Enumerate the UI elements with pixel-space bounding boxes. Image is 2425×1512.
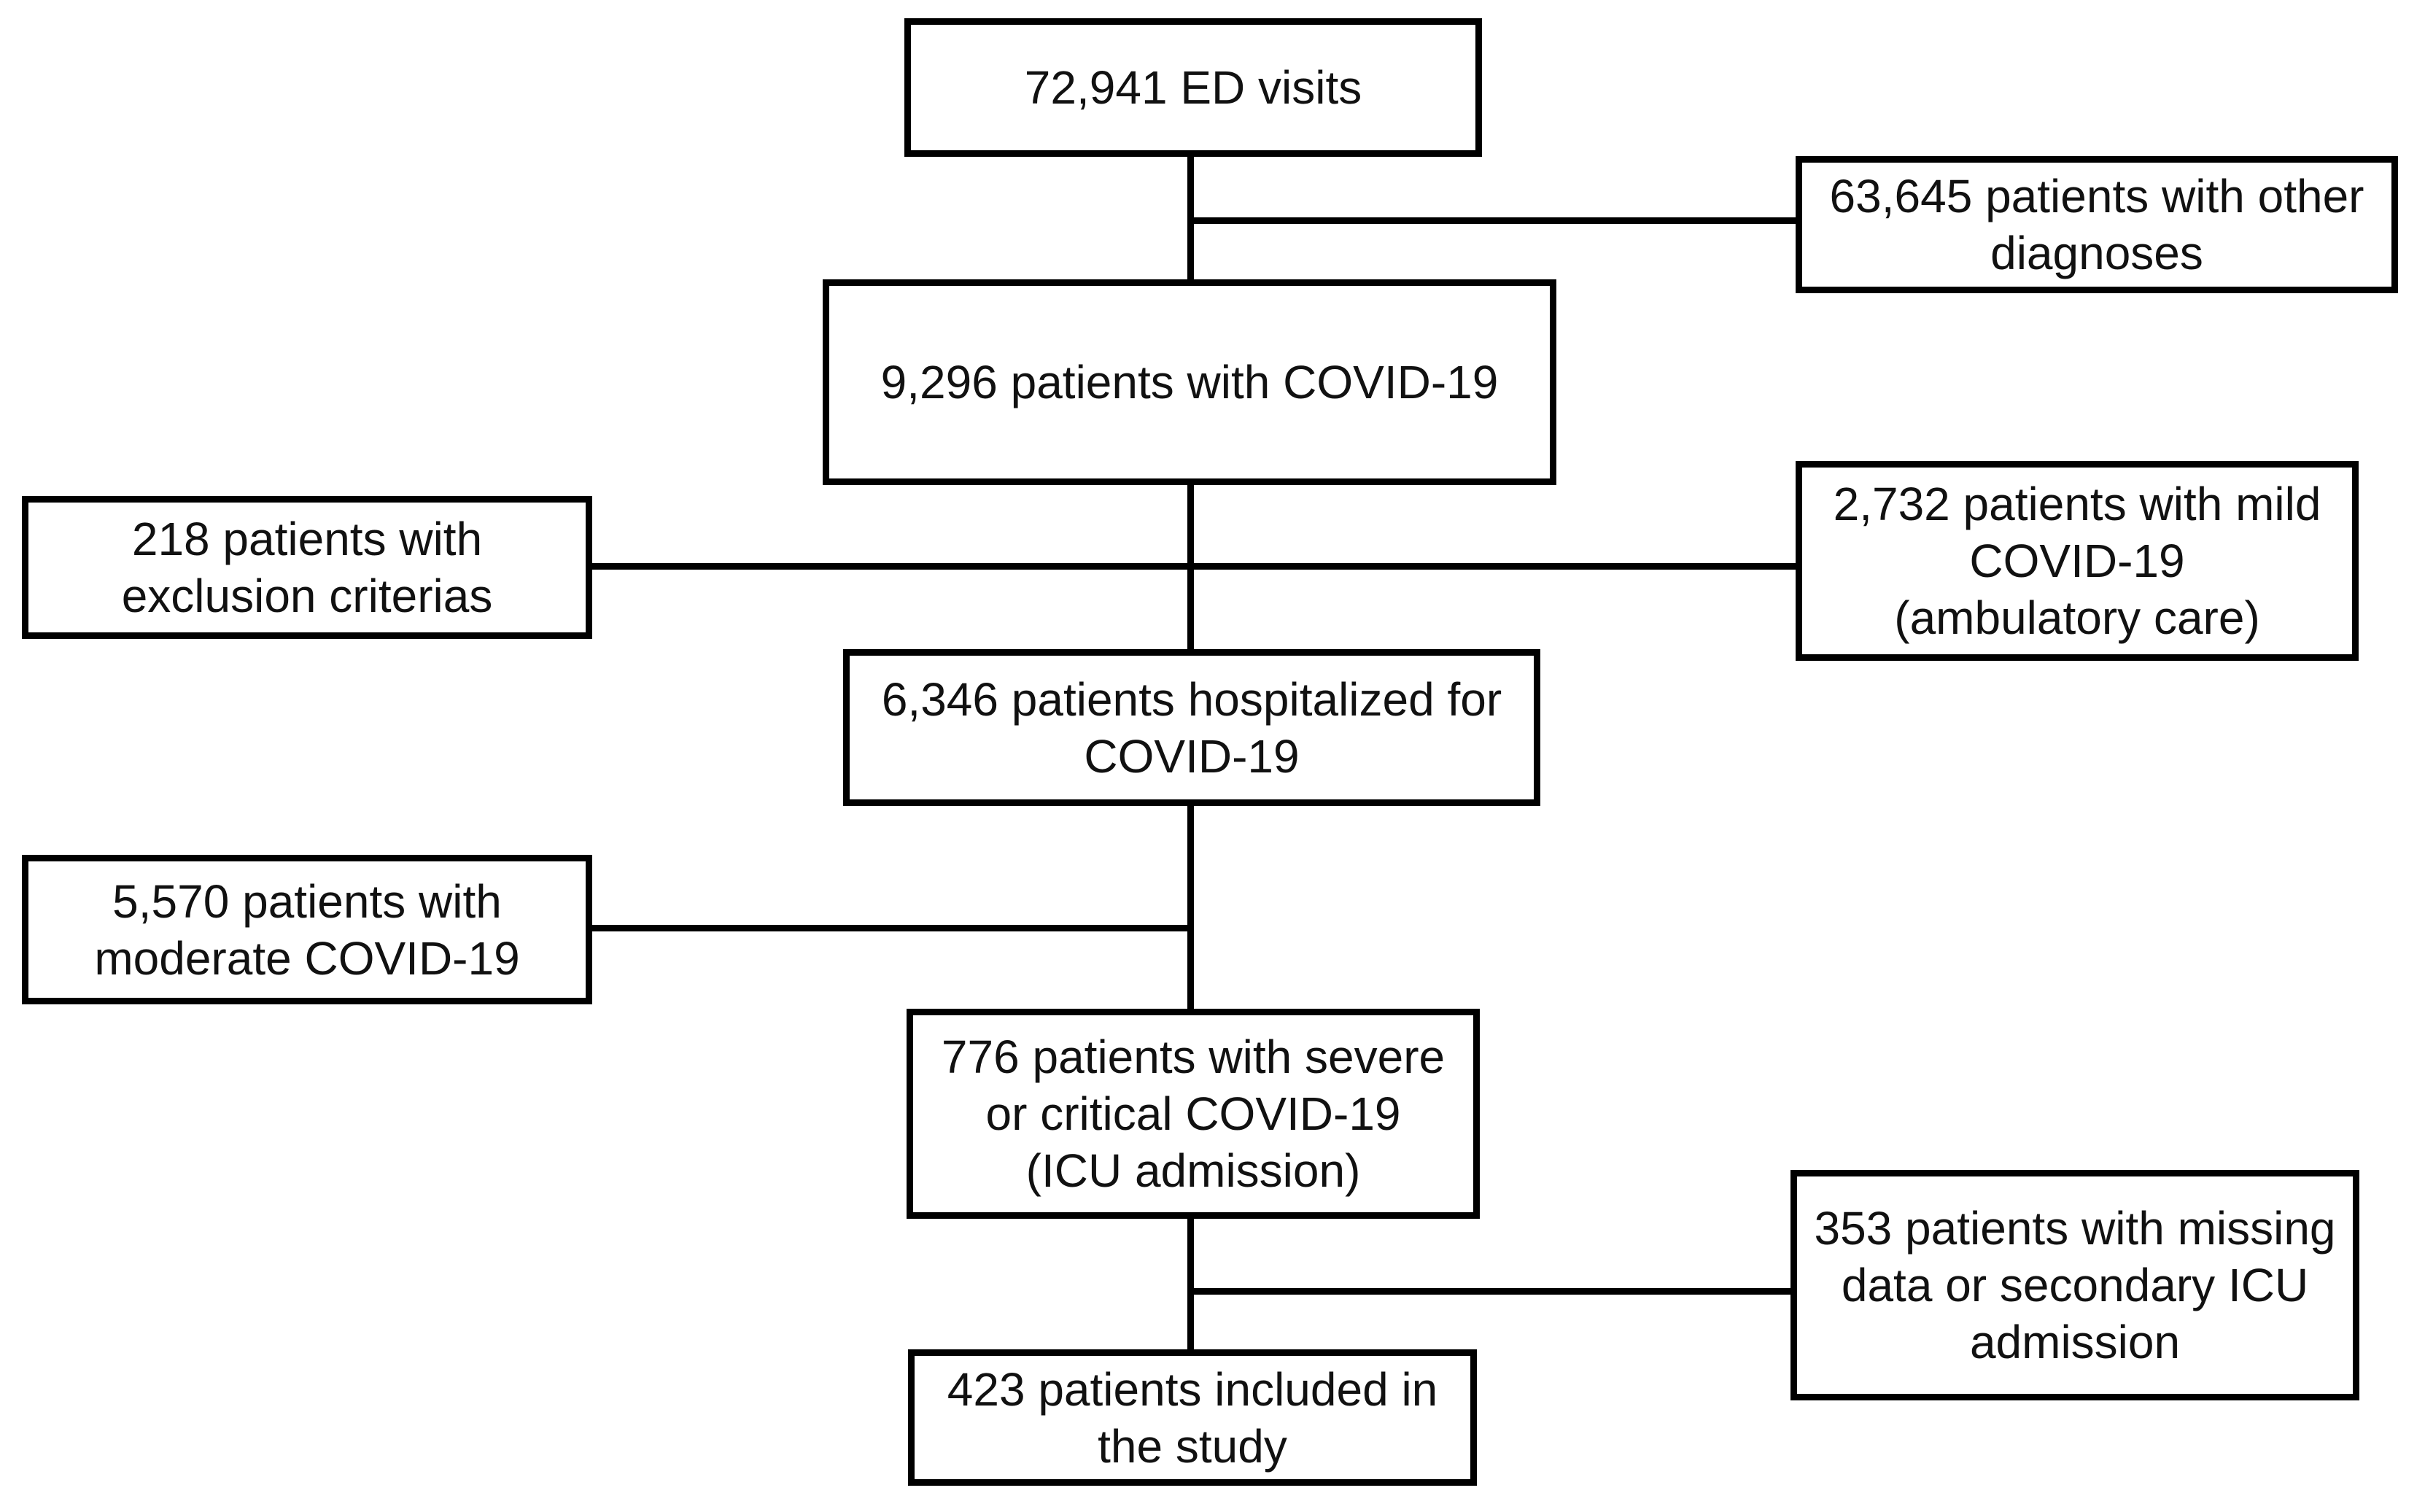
node-mild-covid: 2,732 patients with mild COVID-19 (ambul… (1796, 461, 2359, 661)
node-covid-patients: 9,296 patients with COVID-19 (823, 279, 1556, 485)
node-other-diagnoses: 63,645 patients with other diagnoses (1796, 156, 2398, 293)
node-severe-critical-icu: 776 patients with severe or critical COV… (907, 1009, 1480, 1219)
node-moderate-covid: 5,570 patients with moderate COVID-19 (22, 855, 592, 1004)
connector-branch-other-diagnoses (1187, 217, 1796, 224)
node-included-in-study: 423 patients included in the study (908, 1349, 1477, 1486)
connector-severe-to-included (1187, 1215, 1194, 1354)
connector-hospitalized-to-severe (1187, 802, 1194, 1014)
node-exclusion-criterias: 218 patients with exclusion criterias (22, 496, 592, 639)
node-hospitalized: 6,346 patients hospitalized for COVID-19 (843, 649, 1540, 806)
connector-branch-missing (1187, 1288, 1790, 1295)
node-ed-visits: 72,941 ED visits (904, 18, 1482, 157)
connector-branch-exclusion-mild (589, 563, 1796, 570)
node-missing-data: 353 patients with missing data or second… (1790, 1170, 2359, 1400)
connector-branch-moderate (589, 925, 1194, 931)
